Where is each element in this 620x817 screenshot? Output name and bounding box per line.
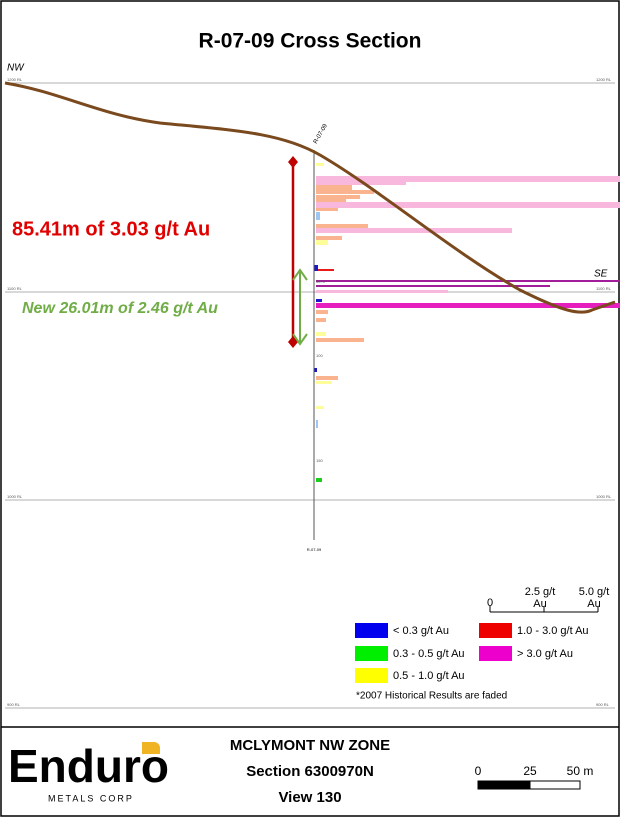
assay-bars bbox=[316, 376, 338, 380]
legend-note: *2007 Historical Results are faded bbox=[356, 691, 507, 702]
elevation-lines bbox=[5, 82, 615, 709]
assay-bars bbox=[316, 338, 364, 342]
assay-bars bbox=[316, 195, 360, 199]
assay-bars bbox=[316, 280, 620, 282]
assay-bars bbox=[316, 163, 324, 166]
scale-bar bbox=[477, 780, 531, 790]
assay-bars bbox=[316, 212, 320, 220]
assay-bars bbox=[316, 420, 318, 428]
depth-label: 150 bbox=[316, 458, 323, 463]
assay-bars bbox=[316, 202, 620, 208]
assay-bars bbox=[316, 208, 338, 211]
assay-bars bbox=[316, 269, 334, 271]
legend-swatch bbox=[355, 668, 388, 683]
assay-bars bbox=[316, 190, 374, 194]
assay-bars bbox=[316, 228, 512, 233]
legend-scale bbox=[489, 606, 599, 613]
assay-bars bbox=[314, 265, 318, 271]
legend-label: 0.5 - 1.0 g/t Au bbox=[393, 670, 465, 682]
legend-label: 0.3 - 0.5 g/t Au bbox=[393, 648, 465, 660]
elevation-label: 1100 RL bbox=[7, 286, 23, 291]
scale-label: 50 m bbox=[567, 764, 594, 778]
assay-bars bbox=[316, 478, 322, 482]
assay-bars bbox=[316, 332, 326, 336]
elevation-label: 1000 RL bbox=[7, 494, 23, 499]
section-name: Section 6300970N bbox=[246, 763, 374, 780]
assay-bars bbox=[314, 368, 317, 372]
elevation-label: 1000 RL bbox=[596, 494, 612, 499]
assay-bars bbox=[316, 199, 346, 202]
legend-label: < 0.3 g/t Au bbox=[393, 625, 449, 637]
depth-label: 50 m bbox=[316, 279, 326, 284]
assay-bars bbox=[316, 236, 342, 240]
elevation-label: 900 RL bbox=[596, 702, 610, 707]
view: View 130 bbox=[278, 789, 341, 806]
zone: MCLYMONT NW ZONE bbox=[230, 737, 390, 754]
legend-scale-unit: Au bbox=[533, 598, 546, 610]
elevation-label: 1200 RL bbox=[7, 77, 23, 82]
elevation-label: 1100 RL bbox=[596, 286, 612, 291]
scale-label: 25 bbox=[523, 764, 537, 778]
assay-bars bbox=[316, 299, 322, 302]
legend-swatch bbox=[479, 646, 512, 661]
intercept-label: 85.41m of 3.03 g/t Au bbox=[12, 218, 210, 240]
assay-bars bbox=[316, 185, 352, 190]
assay-bars bbox=[316, 381, 332, 384]
legend-swatch bbox=[479, 623, 512, 638]
intercept-arrows bbox=[292, 268, 308, 346]
elevation-label: 900 RL bbox=[7, 702, 21, 707]
direction-label: NW bbox=[7, 63, 25, 74]
legend-label: 1.0 - 3.0 g/t Au bbox=[517, 625, 589, 637]
legend-scale-label: 0 bbox=[487, 597, 493, 609]
legend-swatch bbox=[355, 646, 388, 661]
assay-bars bbox=[316, 310, 328, 314]
assay-bars bbox=[316, 318, 326, 322]
legend-scale-label: 2.5 g/t bbox=[525, 586, 556, 598]
logo: Enduro bbox=[8, 740, 169, 792]
direction-label: SE bbox=[594, 269, 608, 280]
elevation-label: 1200 RL bbox=[596, 77, 612, 82]
assay-bars bbox=[316, 290, 448, 293]
assay-bars bbox=[316, 224, 368, 228]
scale-label: 0 bbox=[475, 764, 482, 778]
assay-bars bbox=[316, 176, 516, 179]
assay-bars bbox=[316, 406, 324, 409]
depth-label: 100 bbox=[316, 353, 323, 358]
intercept-label: New 26.01m of 2.46 g/t Au bbox=[22, 300, 218, 317]
assay-bars bbox=[316, 240, 328, 245]
topography bbox=[4, 81, 616, 314]
logo-mark bbox=[142, 742, 160, 754]
legend-label: > 3.0 g/t Au bbox=[517, 648, 573, 660]
assay-bars bbox=[316, 303, 620, 308]
logo-sub: METALS CORP bbox=[48, 793, 134, 803]
legend-swatch bbox=[355, 623, 388, 638]
title: R-07-09 Cross Section bbox=[199, 30, 422, 53]
legend-scale-label: 5.0 g/t bbox=[579, 586, 610, 598]
scale-bar bbox=[529, 780, 581, 790]
hole-label: R-07-09 bbox=[307, 547, 322, 552]
legend-scale-unit: Au bbox=[587, 598, 600, 610]
assay-bars bbox=[316, 285, 550, 287]
